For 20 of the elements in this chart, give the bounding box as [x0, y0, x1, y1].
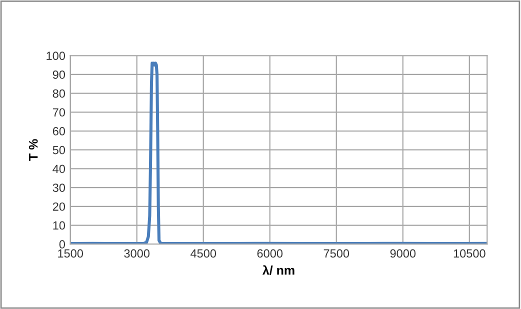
y-tick-label: 0	[59, 240, 66, 249]
x-tick-label: 4500	[190, 249, 216, 258]
y-tick-label: 50	[52, 146, 66, 154]
y-axis-title: T %	[28, 139, 38, 161]
y-tick-label: 30	[52, 184, 66, 192]
y-tick-label: 60	[52, 127, 66, 136]
x-tick-label: 10500	[454, 249, 486, 258]
x-tick-label: 1500	[58, 249, 84, 258]
y-tick-label: 100	[46, 52, 66, 60]
y-tick-label: 20	[52, 202, 66, 211]
y-tick-label: 70	[52, 108, 66, 117]
x-tick-label: 7500	[324, 249, 350, 258]
x-tick-label: 3000	[124, 249, 150, 258]
x-axis-title: λ/ nm	[262, 265, 294, 275]
x-tick-label: 6000	[257, 249, 283, 258]
y-tick-label: 90	[52, 70, 66, 79]
y-tick-label: 10	[53, 221, 66, 230]
x-tick-label: 9000	[390, 249, 416, 258]
y-tick-label: 40	[52, 164, 66, 174]
y-tick-label: 80	[52, 89, 66, 98]
